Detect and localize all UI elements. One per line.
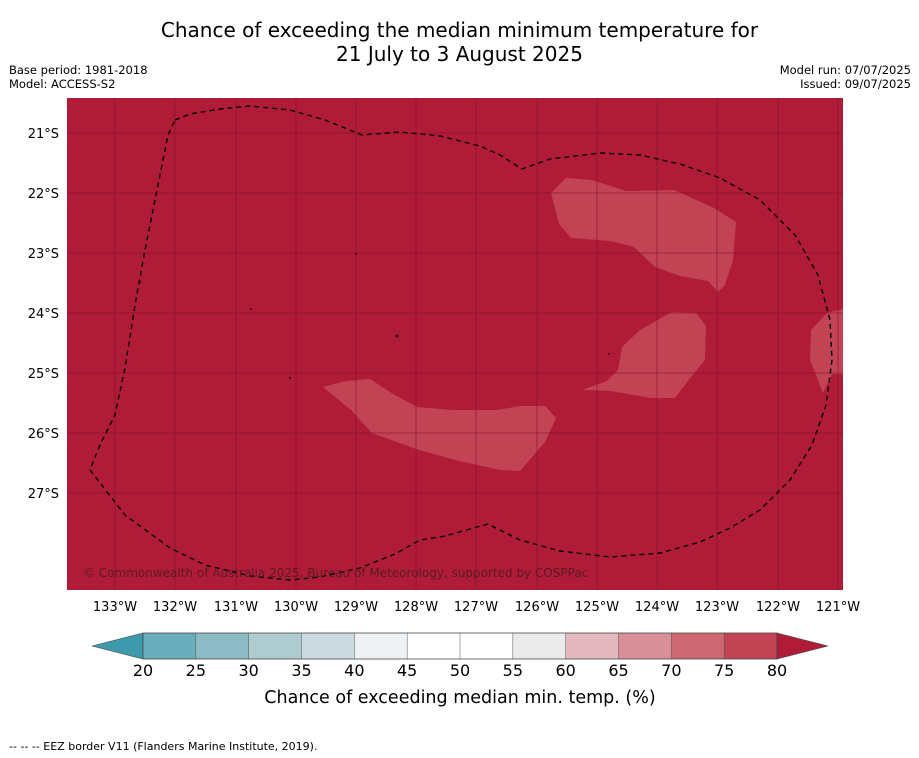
meta-left: Base period: 1981-2018 Model: ACCESS-S2 bbox=[9, 63, 148, 91]
lat-label: 22°S bbox=[28, 187, 59, 202]
lon-label: 132°W bbox=[153, 600, 197, 615]
colorbar-label: Chance of exceeding median min. temp. (%… bbox=[264, 688, 655, 708]
title-line-1: Chance of exceeding the median minimum t… bbox=[160, 18, 759, 42]
colorbar-segment bbox=[565, 632, 620, 660]
map-title: Chance of exceeding the median minimum t… bbox=[0, 18, 919, 66]
colorbar-segment bbox=[248, 632, 303, 660]
lat-label: 27°S bbox=[28, 487, 59, 502]
issued-text: Issued: 09/07/2025 bbox=[800, 77, 911, 91]
colorbar-tick-label: 25 bbox=[186, 661, 206, 680]
meta-right: Model run: 07/07/2025 Issued: 09/07/2025 bbox=[780, 63, 911, 91]
colorbar-segment bbox=[354, 632, 408, 660]
colorbar-tick-label: 70 bbox=[661, 661, 681, 680]
lat-label: 23°S bbox=[28, 247, 59, 262]
colorbar-tick-label: 65 bbox=[608, 661, 628, 680]
colorbar-segment bbox=[301, 632, 356, 660]
latitude-axis: 21°S 22°S 23°S 24°S 25°S 26°S 27°S bbox=[28, 127, 59, 502]
lat-label: 25°S bbox=[28, 367, 59, 382]
colorbar-segment bbox=[512, 632, 567, 660]
eez-footnote: -- -- -- EEZ border V11 (Flanders Marine… bbox=[9, 740, 318, 753]
lat-label: 26°S bbox=[28, 427, 59, 442]
map-panel: © Commonwealth of Australia 2025, Bureau… bbox=[67, 98, 843, 590]
colorbar-segment bbox=[671, 632, 725, 660]
colorbar-tick-label: 60 bbox=[555, 661, 575, 680]
lat-label: 21°S bbox=[28, 127, 59, 142]
colorbar-segment bbox=[723, 632, 778, 660]
colorbar-segment bbox=[142, 632, 197, 660]
model-run-text: Model run: 07/07/2025 bbox=[779, 63, 911, 77]
lon-label: 133°W bbox=[93, 600, 137, 615]
lon-label: 123°W bbox=[695, 600, 739, 615]
lon-label: 131°W bbox=[214, 600, 258, 615]
colorbar-segment bbox=[406, 632, 461, 660]
zone-70-75-southwest bbox=[323, 379, 556, 471]
island-markers bbox=[139, 253, 610, 379]
colorbar-tick-label: 30 bbox=[238, 661, 258, 680]
lon-label: 124°W bbox=[635, 600, 679, 615]
colorbar-segment bbox=[459, 632, 514, 660]
colorbar-tick-label: 45 bbox=[397, 661, 417, 680]
colorbar-segment bbox=[195, 632, 250, 660]
longitude-axis: 133°W 132°W 131°W 130°W 129°W 128°W 127°… bbox=[93, 600, 860, 615]
lon-label: 125°W bbox=[575, 600, 619, 615]
colorbar-tick-label: 50 bbox=[450, 661, 470, 680]
lon-label: 126°W bbox=[515, 600, 559, 615]
colorbar-segment bbox=[618, 632, 673, 660]
title-line-2: 21 July to 3 August 2025 bbox=[336, 42, 583, 66]
colorbar-tick-label: 35 bbox=[291, 661, 311, 680]
lon-label: 129°W bbox=[334, 600, 378, 615]
graticule bbox=[67, 98, 843, 590]
lon-label: 127°W bbox=[454, 600, 498, 615]
colorbar-tick-label: 75 bbox=[714, 661, 734, 680]
base-period-text: Base period: 1981-2018 bbox=[9, 63, 148, 77]
colorbar-tick-label: 20 bbox=[133, 661, 153, 680]
eez-border bbox=[89, 105, 833, 581]
colorbar-tick-label: 40 bbox=[344, 661, 364, 680]
colorbar-outline bbox=[142, 632, 778, 660]
lat-label: 24°S bbox=[28, 307, 59, 322]
zone-70-75-east bbox=[582, 312, 706, 398]
colorbar-segments bbox=[142, 632, 778, 660]
colorbar-over-triangle bbox=[776, 632, 829, 660]
colorbar-ticks: 20 25 30 35 40 45 50 55 60 65 70 75 80 bbox=[133, 661, 787, 680]
lon-label: 121°W bbox=[816, 600, 860, 615]
lon-label: 122°W bbox=[756, 600, 800, 615]
colorbar: 20 25 30 35 40 45 50 55 60 65 70 75 80 Chance of exc… bbox=[91, 632, 829, 708]
colorbar-tick-label: 80 bbox=[767, 661, 787, 680]
colorbar-under-triangle bbox=[91, 632, 144, 660]
zone-70-75-edge bbox=[810, 309, 843, 393]
copyright-text: © Commonwealth of Australia 2025, Bureau… bbox=[83, 566, 588, 580]
lon-label: 130°W bbox=[274, 600, 318, 615]
map-background bbox=[67, 98, 843, 590]
model-text: Model: ACCESS-S2 bbox=[9, 77, 116, 91]
colorbar-tick-label: 55 bbox=[503, 661, 523, 680]
lon-label: 128°W bbox=[394, 600, 438, 615]
